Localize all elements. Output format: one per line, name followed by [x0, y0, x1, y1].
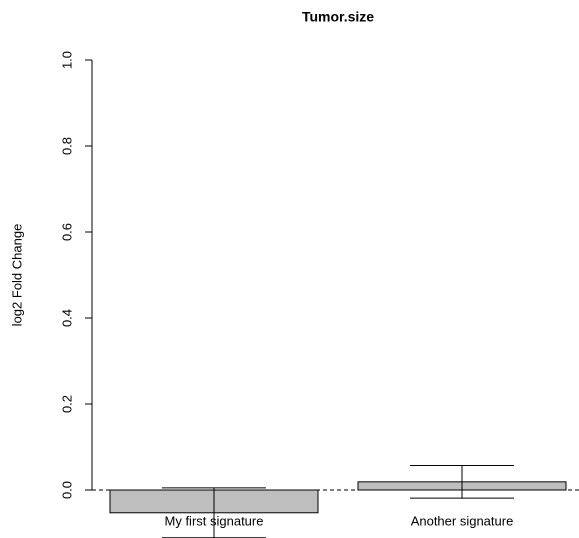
chart-title: Tumor.size [302, 9, 374, 25]
x-tick-label: Another signature [411, 513, 514, 528]
y-tick-label: 0.4 [59, 309, 74, 327]
y-axis-label: log2 Fold Change [9, 224, 24, 327]
y-tick-label: 0.6 [59, 223, 74, 241]
y-tick-label: 0.8 [59, 137, 74, 155]
x-tick-label: My first signature [165, 513, 264, 528]
y-tick-label: 0.0 [59, 481, 74, 499]
y-tick-label: 1.0 [59, 51, 74, 69]
y-tick-label: 0.2 [59, 395, 74, 413]
